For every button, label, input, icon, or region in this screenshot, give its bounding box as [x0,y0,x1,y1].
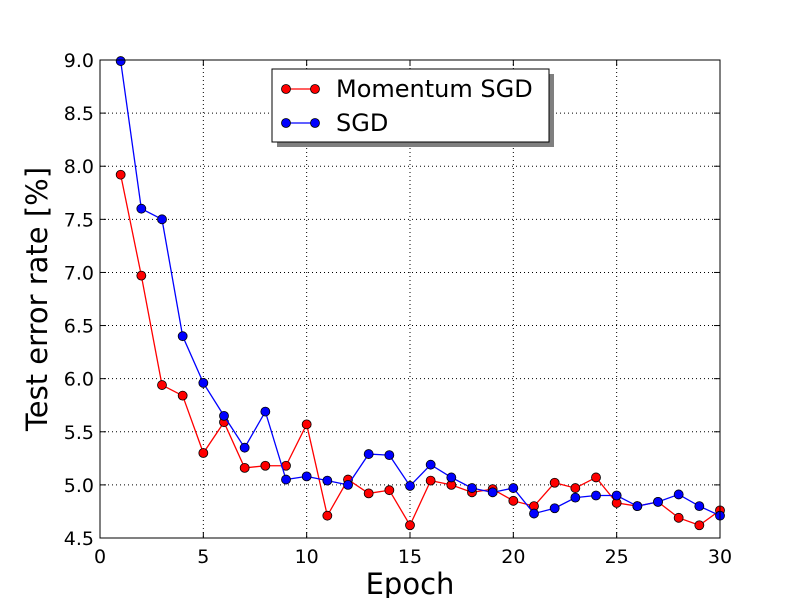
data-point-sgd [239,442,250,453]
data-point-sgd [508,483,519,493]
data-point-momentum-sgd [405,520,415,531]
data-point-sgd [570,492,581,503]
x-tick-label: 15 [398,546,422,568]
data-point-momentum-sgd [694,520,705,531]
x-axis-label: Epoch [366,567,455,598]
data-point-sgd [343,479,353,490]
legend-marker [310,84,320,94]
data-point-sgd [549,503,560,514]
data-point-momentum-sgd [363,488,374,499]
series-line-momentum-sgd [120,174,721,527]
data-point-momentum-sgd [570,483,581,493]
x-tick-label: 25 [605,546,629,568]
y-tick-label: 8.0 [64,156,94,178]
data-point-sgd [425,459,436,470]
data-point-momentum-sgd [673,512,684,523]
data-point-momentum-sgd [591,472,601,483]
data-point-sgd [384,450,395,461]
data-point-sgd [446,472,457,483]
y-tick-label: 6.0 [64,369,94,391]
grid [100,60,720,538]
x-tick-label: 10 [295,546,319,568]
data-point-momentum-sgd [549,477,560,488]
data-point-sgd [405,481,415,491]
legend-label: SGD [336,109,388,137]
x-tick-label: 5 [197,546,209,568]
data-point-sgd [632,501,643,512]
x-tick-label: 0 [94,546,106,568]
y-tick-label: 5.5 [64,422,94,444]
legend-entry-sgd: SGD [281,109,388,137]
legend-marker [310,118,320,128]
data-point-sgd [157,214,167,225]
legend-label: Momentum SGD [336,75,533,103]
data-point-momentum-sgd [260,460,271,471]
data-point-momentum-sgd [177,390,188,401]
ticks [99,59,721,539]
y-tick-label: 6.5 [64,316,94,338]
data-point-sgd [177,331,188,342]
data-point-sgd [653,496,663,507]
series-sgd [115,56,725,521]
tick-labels: 0 5 10 15 20 25 30 4.5 5.0 5.5 6.0 6.5 7.0 7.5 8.0 8.5 9… [64,50,732,568]
y-tick-label: 8.5 [64,103,94,125]
x-tick-label: 30 [708,546,732,568]
legend-marker [281,84,291,94]
legend: Momentum SGD SGD [271,68,554,147]
data-point-momentum-sgd [115,169,126,180]
data-point-sgd [136,203,147,214]
series-layer [115,56,725,531]
data-point-sgd [115,56,126,66]
data-point-momentum-sgd [157,380,167,390]
data-point-sgd [611,490,622,501]
y-tick-label: 9.0 [64,50,94,72]
data-point-momentum-sgd [136,270,147,281]
data-point-momentum-sgd [322,510,333,521]
data-point-momentum-sgd [239,462,250,473]
y-tick-label: 5.0 [64,475,94,497]
y-tick-label: 7.5 [64,209,94,231]
data-point-sgd [487,487,498,498]
data-point-sgd [260,406,271,417]
legend-box [271,68,550,143]
data-point-sgd [322,475,333,486]
data-point-momentum-sgd [198,448,209,458]
data-point-sgd [529,508,539,519]
data-point-momentum-sgd [384,485,395,496]
data-point-sgd [694,501,705,512]
data-point-momentum-sgd [508,495,519,506]
y-tick-label: 7.0 [64,262,94,284]
data-point-sgd [591,490,601,501]
data-point-sgd [281,474,291,485]
x-tick-label: 20 [501,546,525,568]
data-point-momentum-sgd [425,475,436,486]
data-point-sgd [219,410,229,421]
data-point-sgd [467,483,477,493]
data-point-sgd [363,449,374,459]
data-point-sgd [198,378,209,388]
y-tick-label: 4.5 [64,528,94,550]
legend-marker [281,118,291,128]
legend-entry-momentum-sgd: Momentum SGD [281,75,533,103]
data-point-momentum-sgd [301,419,312,430]
y-axis-label: Test error rate [%] [20,167,54,432]
data-point-sgd [673,489,684,500]
data-point-sgd [301,471,312,482]
